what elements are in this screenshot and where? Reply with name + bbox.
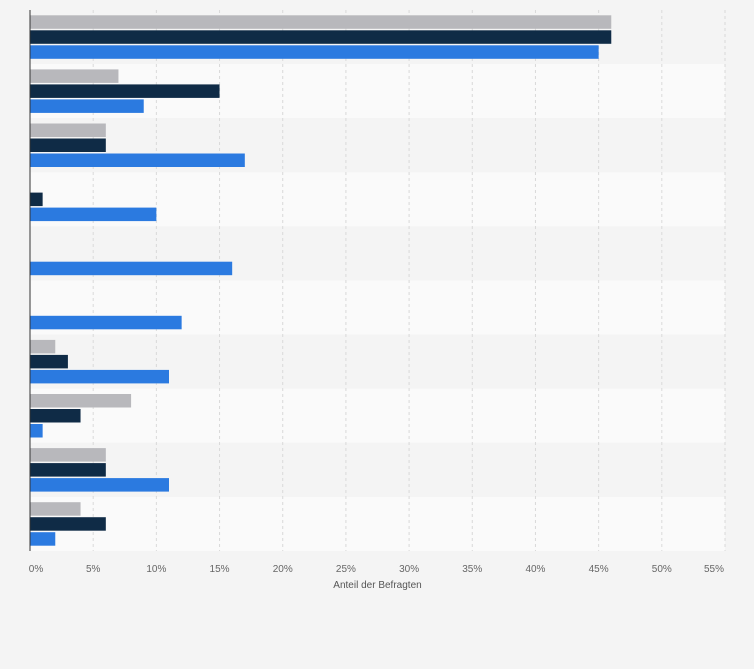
bar-cat1-series1[interactable] (30, 15, 612, 29)
bar-cat10-series3[interactable] (30, 532, 56, 546)
bar-cat10-series2[interactable] (30, 517, 106, 531)
bar-cat2-series1[interactable] (30, 69, 119, 83)
x-tick-label-3: 15% (210, 564, 230, 575)
x-tick-label-11: 55% (704, 564, 724, 575)
bar-cat5-series3[interactable] (30, 261, 233, 276)
bar-cat10-series1[interactable] (30, 502, 81, 516)
bar-cat8-series3[interactable] (30, 424, 43, 438)
bar-cat7-series1[interactable] (30, 339, 56, 354)
bar-cat2-series3[interactable] (30, 99, 144, 113)
bar-cat3-series1[interactable] (30, 123, 106, 138)
bar-cat9-series2[interactable] (30, 463, 106, 477)
x-tick-label-5: 25% (336, 564, 356, 575)
x-tick-label-7: 35% (462, 564, 482, 575)
row-bands (30, 10, 725, 551)
bar-cat3-series2[interactable] (30, 138, 106, 153)
x-tick-label-8: 40% (525, 564, 545, 575)
bar-cat8-series2[interactable] (30, 409, 81, 423)
bar-cat8-series1[interactable] (30, 394, 132, 408)
x-tick-label-2: 10% (146, 564, 166, 575)
row-band-10 (30, 496, 725, 551)
x-tick-label-0: 0% (29, 564, 44, 575)
x-tick-label-4: 20% (273, 564, 293, 575)
x-tick-label-10: 50% (652, 564, 672, 575)
x-tick-labels: 0% 5% 10% 15% 20% 25% 30% 35% 40% 45% 50% 55% (29, 564, 724, 575)
x-axis-title: Anteil der Befragten (333, 580, 421, 591)
x-tick-label-6: 30% (399, 564, 419, 575)
bar-cat7-series3[interactable] (30, 369, 169, 384)
bars (30, 15, 612, 546)
bar-cat7-series2[interactable] (30, 354, 68, 369)
x-tick-label-1: 5% (86, 564, 101, 575)
bar-cat9-series3[interactable] (30, 478, 169, 492)
bar-cat1-series3[interactable] (30, 45, 599, 59)
bar-cat4-series2[interactable] (30, 192, 43, 207)
bar-cat6-series3[interactable] (30, 315, 182, 330)
bar-cat3-series3[interactable] (30, 153, 245, 168)
bar-cat9-series1[interactable] (30, 448, 106, 462)
bar-cat2-series2[interactable] (30, 84, 220, 98)
bar-cat1-series2[interactable] (30, 30, 612, 44)
bar-cat4-series3[interactable] (30, 207, 157, 222)
row-band-8 (30, 388, 725, 443)
x-tick-label-9: 45% (589, 564, 609, 575)
